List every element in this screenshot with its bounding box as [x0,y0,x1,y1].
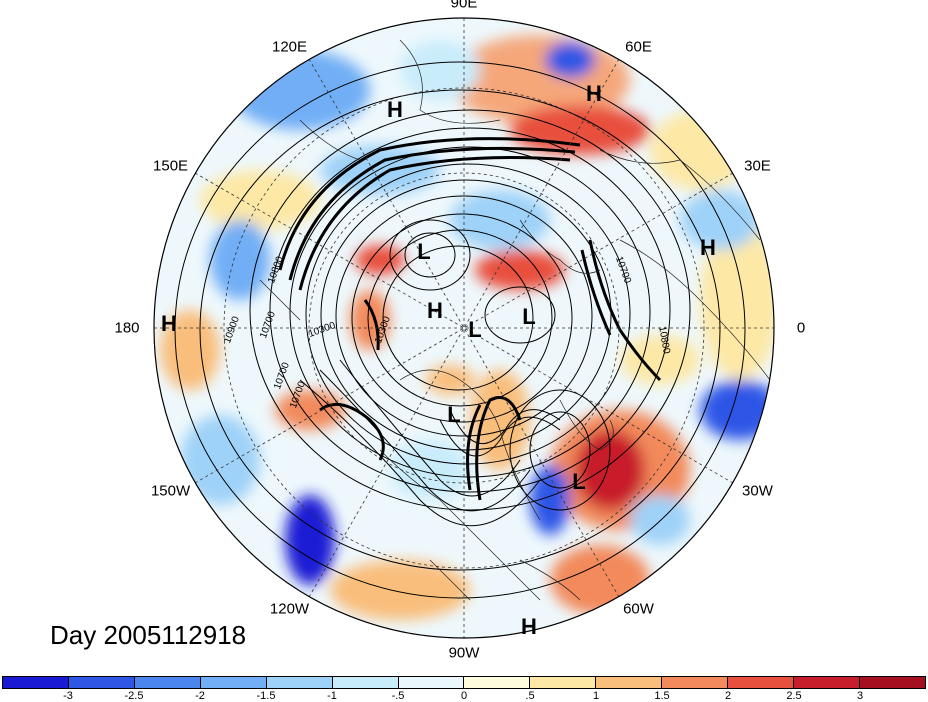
colorbar-tick-label: 1 [592,690,600,702]
colorbar-tick-label: 2 [724,690,732,702]
longitude-label: 120W [269,600,310,618]
plot-title: Day 2005112918 [50,620,247,650]
high-pressure-marker: H [586,81,602,106]
colorbar-swatch [68,677,135,688]
low-pressure-marker: L [522,304,536,329]
colorbar-tick-label: -3 [63,690,73,702]
colorbar-swatch [794,677,860,688]
high-pressure-marker: H [387,97,403,122]
colorbar-tick-label: -1.5 [256,690,276,702]
longitude-label: 30W [742,482,773,499]
low-pressure-marker: L [468,317,482,342]
longitude-label: 150W [150,482,191,499]
colorbar-swatch [134,677,201,688]
longitude-label: 150E [153,157,189,174]
colorbar-swatch [200,677,267,688]
colorbar-tick-label: 0 [460,690,468,702]
high-pressure-marker: H [521,614,537,639]
longitude-label: 90E [450,0,478,12]
colorbar-tick-label: .5 [525,690,535,702]
longitude-label: 180 [114,319,140,337]
colorbar-swatch [530,677,597,688]
colorbar-tick-label: -2.5 [124,690,144,702]
colorbar-swatch [596,677,663,688]
coastlines [259,39,771,601]
high-pressure-marker: H [700,235,716,260]
colorbar-swatch [859,677,925,688]
low-pressure-marker: L [417,239,431,264]
longitude-label: 90W [448,644,480,662]
longitude-label: 120E [271,38,308,56]
colorbar-swatch [728,677,795,688]
jet-contours [278,137,662,501]
colorbar-swatch [662,677,729,688]
colorbar-swatch [464,677,531,688]
colorbar-tick-label: -.5 [391,690,405,702]
map-boundary [153,17,775,639]
colorbar-swatch [332,677,399,688]
colorbar-swatch [266,677,333,688]
graticule [154,18,774,638]
colorbar-tick-label: 2.5 [786,690,802,702]
longitude-label: 60W [623,600,654,618]
low-pressure-marker: L [572,469,586,494]
height-contours [174,61,746,599]
colorbar-swatch [398,677,465,688]
longitude-label: 30E [744,157,771,174]
high-pressure-marker: H [161,311,177,336]
colorbar-tick-label: 3 [856,690,864,702]
high-pressure-marker: H [427,298,443,323]
colorbar-tick-label: 1.5 [654,690,670,702]
longitude-label: 0 [796,319,806,337]
colorbar-swatch [3,677,69,688]
colorbar-tick-label: -2 [195,690,205,702]
colorbar-tick-label: -1 [327,690,337,702]
low-pressure-marker: L [447,402,461,427]
colorbar [2,676,926,689]
longitude-label: 60E [625,38,652,56]
